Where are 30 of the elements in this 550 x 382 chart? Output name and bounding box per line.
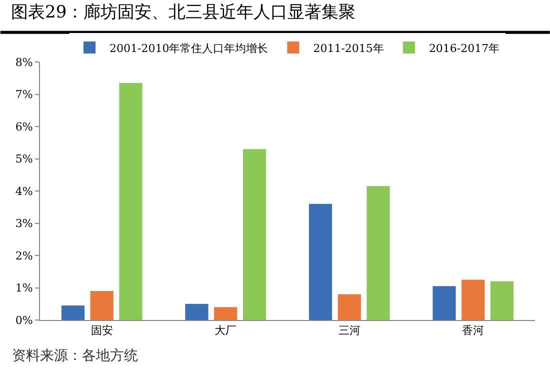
bar bbox=[462, 280, 485, 320]
y-tick-label: 1% bbox=[15, 282, 33, 295]
y-tick-label: 7% bbox=[15, 88, 33, 102]
bar bbox=[185, 304, 208, 320]
bar bbox=[119, 82, 142, 320]
bar bbox=[242, 149, 266, 320]
y-tick-label: 2% bbox=[15, 249, 33, 262]
y-tick-label: 4% bbox=[15, 184, 33, 198]
legend-label: 2016-2017年 bbox=[428, 42, 500, 55]
y-tick-label: 3% bbox=[15, 217, 33, 230]
x-tick-label: 固安 bbox=[90, 324, 113, 338]
y-tick-label: 5% bbox=[15, 152, 33, 166]
x-tick-label: 香河 bbox=[462, 324, 484, 338]
y-tick-label: 8% bbox=[15, 56, 33, 69]
text: 资料来源：各地方统 bbox=[12, 348, 138, 364]
bar bbox=[432, 286, 456, 320]
chart-title: 图表29：廊坊固安、北三县近年人口显著集聚 bbox=[11, 2, 356, 23]
bar bbox=[366, 186, 390, 320]
legend-label: 2001-2010年常住人口年均增长 bbox=[110, 42, 268, 55]
x-tick-label: 三河 bbox=[338, 324, 360, 338]
bar bbox=[90, 290, 114, 320]
x-tick-label: 大厂 bbox=[214, 324, 237, 338]
y-tick-label: 6% bbox=[15, 120, 33, 134]
bar bbox=[61, 305, 85, 320]
y-tick-label: 0% bbox=[15, 314, 33, 327]
bar bbox=[214, 307, 238, 320]
bar bbox=[308, 204, 332, 320]
bar bbox=[490, 281, 514, 320]
bar bbox=[338, 294, 361, 320]
legend-label: 2011-2015年 bbox=[313, 42, 384, 55]
